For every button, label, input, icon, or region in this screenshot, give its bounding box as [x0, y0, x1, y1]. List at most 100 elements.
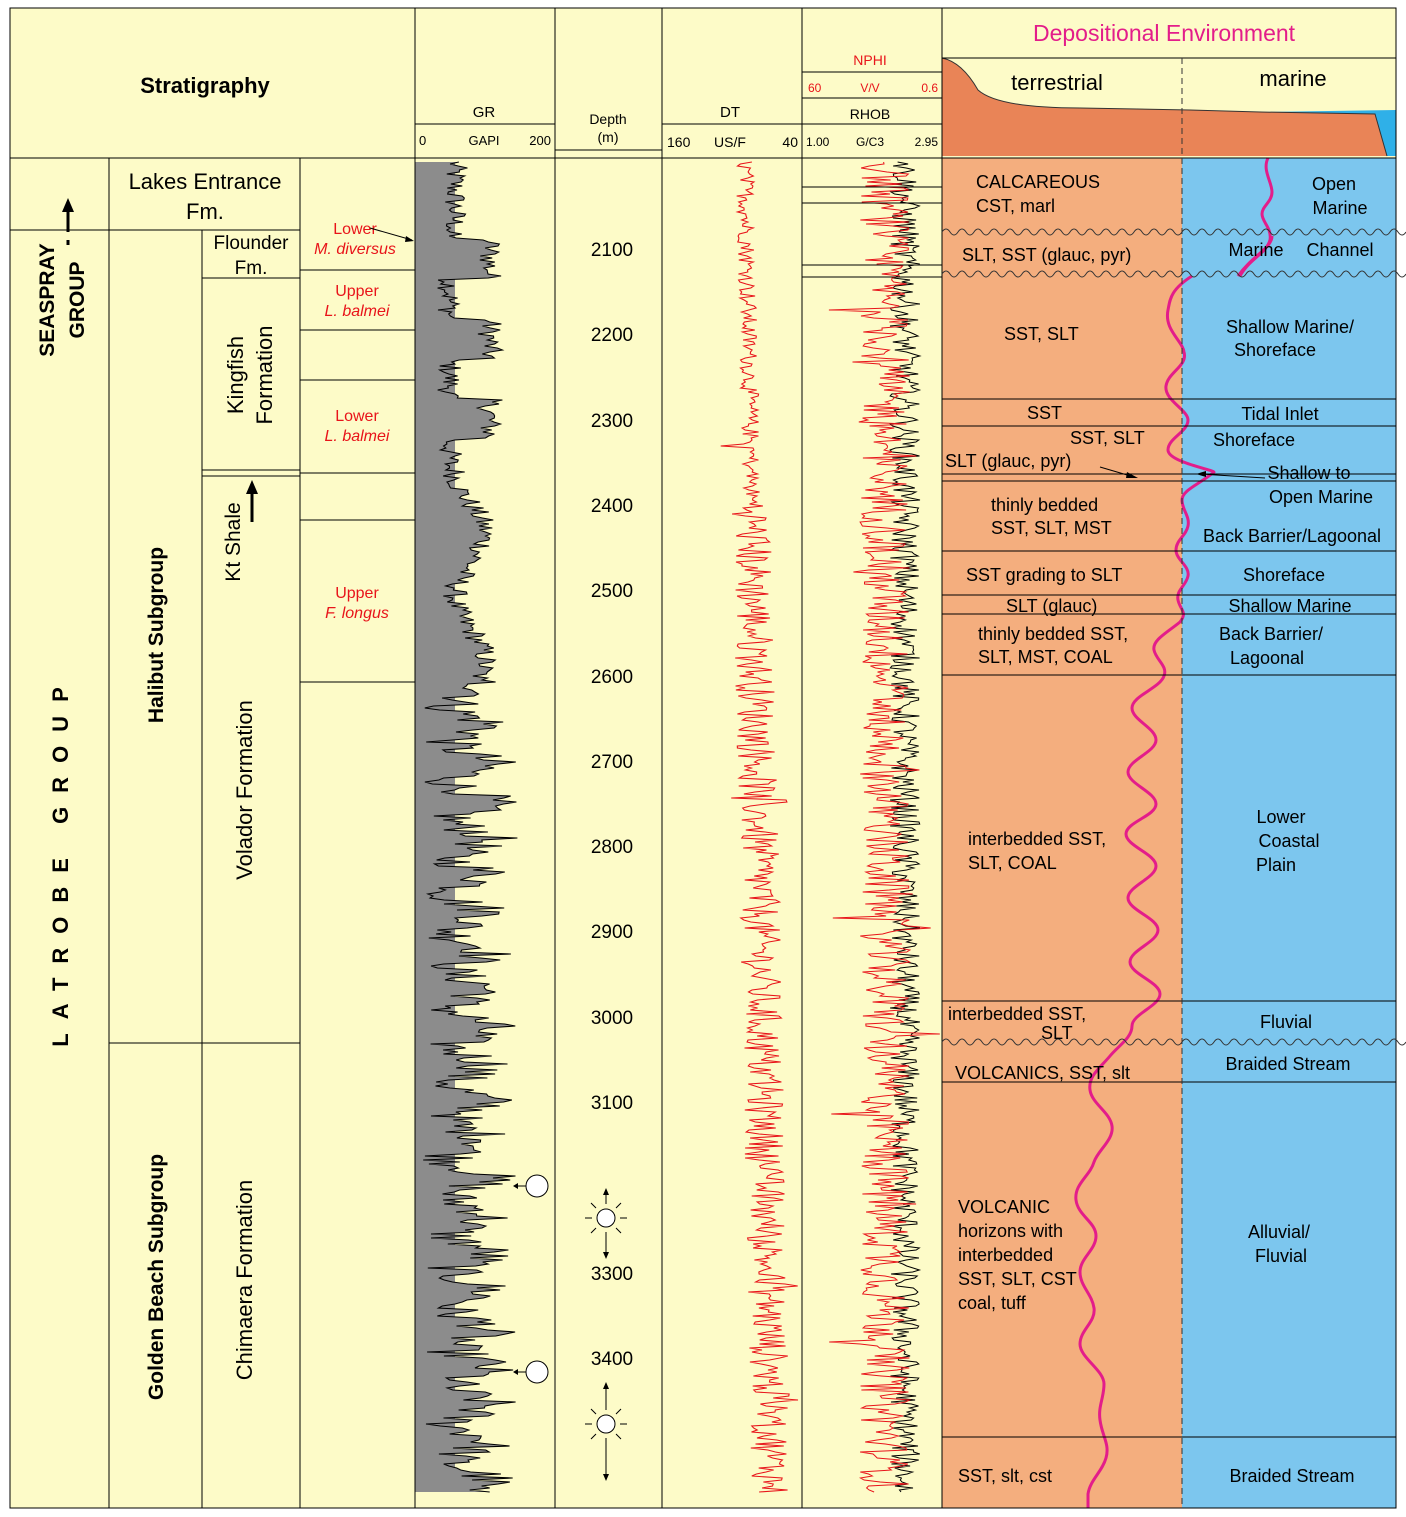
env-back-barrier: Back Barrier/Lagoonal [1203, 526, 1381, 546]
depth-ticks: 2100 2200 2300 2400 2500 2600 2700 2800 … [591, 240, 633, 1370]
depth-2700: 2700 [591, 752, 633, 773]
zone-1-b: M. diversus [314, 241, 396, 258]
depth-2600: 2600 [591, 667, 633, 688]
litho-inter-2: SLT, COAL [968, 853, 1057, 873]
gr-curve [423, 161, 518, 1493]
zone-pointer-head [405, 236, 414, 242]
env-alluvial-2: Fluvial [1255, 1246, 1307, 1266]
litho-thin-coal-1: thinly bedded SST, [978, 624, 1128, 644]
env-shoreface: Shoreface [1213, 430, 1295, 450]
lakes-entrance-fm: Fm. [186, 199, 224, 224]
zone-4-b: F. longus [325, 605, 389, 622]
depth-2300: 2300 [591, 411, 633, 432]
flounder-label: Flounder [214, 233, 290, 254]
seaspray-label-1: SEASPRAY [36, 243, 59, 357]
rhob-curve [889, 161, 922, 1493]
env-marine: Marine [1228, 240, 1283, 260]
litho-sst-slt: SST, SLT [1004, 324, 1079, 344]
marker-circle-1 [525, 1174, 549, 1198]
kt-arrow-head [246, 480, 258, 494]
env-lcp-2: Coastal [1258, 831, 1319, 851]
litho-thin-coal-2: SLT, MST, COAL [978, 647, 1113, 667]
zone-2-a: Upper [335, 283, 379, 300]
zone-1-a: Lower [333, 221, 377, 238]
rhob-unit: G/C3 [856, 135, 884, 149]
env-tidal: Tidal Inlet [1241, 404, 1318, 424]
gr-min: 0 [419, 133, 426, 148]
depth-3100: 3100 [591, 1093, 633, 1114]
marine-label: marine [1259, 66, 1326, 91]
sun-marker-1 [585, 1192, 627, 1256]
lakes-entrance-label: Lakes Entrance [129, 169, 282, 194]
lithology-labels: CALCAREOUS CST, marl SLT, SST (glauc, py… [945, 172, 1145, 1486]
litho-sst-slt-2: SST, SLT [1070, 428, 1145, 448]
sea-profile [1260, 110, 1396, 156]
litho-thinly-1: thinly bedded [991, 495, 1098, 515]
golden-beach-subgroup-label: Golden Beach Subgroup [145, 1154, 168, 1400]
environment-curve-branch [1236, 235, 1274, 277]
nphi-left: 60 [808, 81, 822, 95]
kingfish-label-2: Formation [252, 325, 277, 424]
terrestrial-label: terrestrial [1011, 70, 1103, 95]
zone-3-b: L. balmei [325, 428, 390, 445]
depth-unit: (m) [598, 129, 619, 145]
zone-4-a: Upper [335, 585, 379, 602]
rhob-left: 1.00 [806, 135, 830, 149]
profile-outline [941, 57, 1388, 157]
gr-max: 200 [529, 133, 551, 148]
depth-2400: 2400 [591, 496, 633, 517]
seaspray-label-2: GROUP [66, 261, 89, 338]
halibut-subgroup-label: Halibut Subgroup [145, 547, 168, 723]
env-lcp-3: Plain [1256, 855, 1296, 875]
gr-unit: GAPI [468, 133, 499, 148]
litho-inter-4: SLT [1041, 1023, 1073, 1043]
gr-curve-fill [415, 162, 518, 1492]
env-braided: Braided Stream [1225, 1054, 1350, 1074]
dt-title: DT [720, 104, 740, 121]
env-shallow-marine: Shallow Marine [1228, 596, 1351, 616]
zone-3-a: Lower [335, 408, 379, 425]
litho-cst-marl: CST, marl [976, 196, 1055, 216]
litho-last: SST, slt, cst [958, 1466, 1052, 1486]
litho-vh-2: horizons with [958, 1221, 1063, 1241]
env-open-1: Open [1312, 174, 1356, 194]
litho-vh-5: coal, tuff [958, 1293, 1027, 1313]
kingfish-label-1: Kingfish [223, 336, 248, 414]
terrestrial-profile [942, 58, 1387, 156]
env-channel: Channel [1306, 240, 1373, 260]
depth-3300: 3300 [591, 1264, 633, 1285]
litho-slt-sst-glauc: SLT, SST (glauc, pyr) [962, 245, 1131, 265]
litho-vh-4: SST, SLT, CST [958, 1269, 1077, 1289]
litho-vh-3: interbedded [958, 1245, 1053, 1265]
marker-circle-2 [525, 1360, 549, 1384]
seaspray-arrow-head [62, 198, 74, 212]
environment-labels: Open Marine Marine Channel Shallow Marin… [1203, 174, 1381, 1486]
zone-pointer [369, 227, 413, 241]
litho-pointer-head [1126, 472, 1138, 478]
env-shallow-2: Shoreface [1234, 340, 1316, 360]
litho-slt-glauc-pyr: SLT (glauc, pyr) [945, 451, 1071, 471]
litho-vh-1: VOLCANIC [958, 1197, 1050, 1217]
rhob-title: RHOB [850, 106, 890, 122]
depositional-title: Depositional Environment [1033, 20, 1296, 46]
litho-sst: SST [1027, 403, 1062, 423]
env-bb-1: Back Barrier/ [1219, 624, 1323, 644]
env-braided-2: Braided Stream [1229, 1466, 1354, 1486]
litho-grading: SST grading to SLT [966, 565, 1122, 585]
kt-shale-label: Kt Shale [222, 502, 245, 581]
marine-column [1182, 158, 1396, 1508]
grid-lines [9, 7, 1397, 1509]
rhob-right: 2.95 [915, 135, 939, 149]
env-bb-2: Lagoonal [1230, 648, 1304, 668]
marker-pointer-head-1 [513, 1183, 518, 1189]
litho-volcanics: VOLCANICS, SST, slt [955, 1063, 1130, 1083]
depth-3000: 3000 [591, 1008, 633, 1029]
volador-label: Volador Formation [232, 700, 257, 880]
zone-2-b: L. balmei [325, 303, 390, 320]
chimaera-label: Chimaera Formation [232, 1180, 257, 1381]
depth-2800: 2800 [591, 837, 633, 858]
litho-calcareous: CALCAREOUS [976, 172, 1100, 192]
litho-inter-1: interbedded SST, [968, 829, 1106, 849]
latrobe-label: LATROBE GROUP [48, 673, 73, 1046]
